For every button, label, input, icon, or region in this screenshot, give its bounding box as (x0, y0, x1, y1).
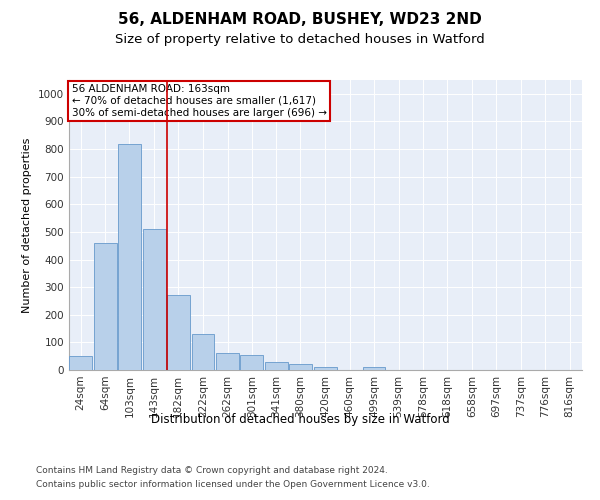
Bar (143, 229, 166, 370)
Text: Distribution of detached houses by size in Watford: Distribution of detached houses by size … (151, 412, 449, 426)
Bar (265, 362, 288, 370)
Bar (241, 355, 263, 370)
Bar (216, 354, 239, 370)
Text: 56 ALDENHAM ROAD: 163sqm
← 70% of detached houses are smaller (1,617)
30% of sem: 56 ALDENHAM ROAD: 163sqm ← 70% of detach… (71, 84, 326, 117)
Y-axis label: Number of detached properties: Number of detached properties (22, 138, 32, 312)
Bar (289, 364, 312, 370)
Bar (70, 356, 92, 370)
Text: Contains HM Land Registry data © Crown copyright and database right 2024.: Contains HM Land Registry data © Crown c… (36, 466, 388, 475)
Bar (94, 243, 117, 370)
Bar (167, 296, 190, 370)
Text: Contains public sector information licensed under the Open Government Licence v3: Contains public sector information licen… (36, 480, 430, 489)
Bar (118, 144, 141, 370)
Bar (362, 367, 385, 370)
Bar (191, 334, 214, 370)
Bar (314, 367, 337, 370)
Text: 56, ALDENHAM ROAD, BUSHEY, WD23 2ND: 56, ALDENHAM ROAD, BUSHEY, WD23 2ND (118, 12, 482, 28)
Text: Size of property relative to detached houses in Watford: Size of property relative to detached ho… (115, 32, 485, 46)
